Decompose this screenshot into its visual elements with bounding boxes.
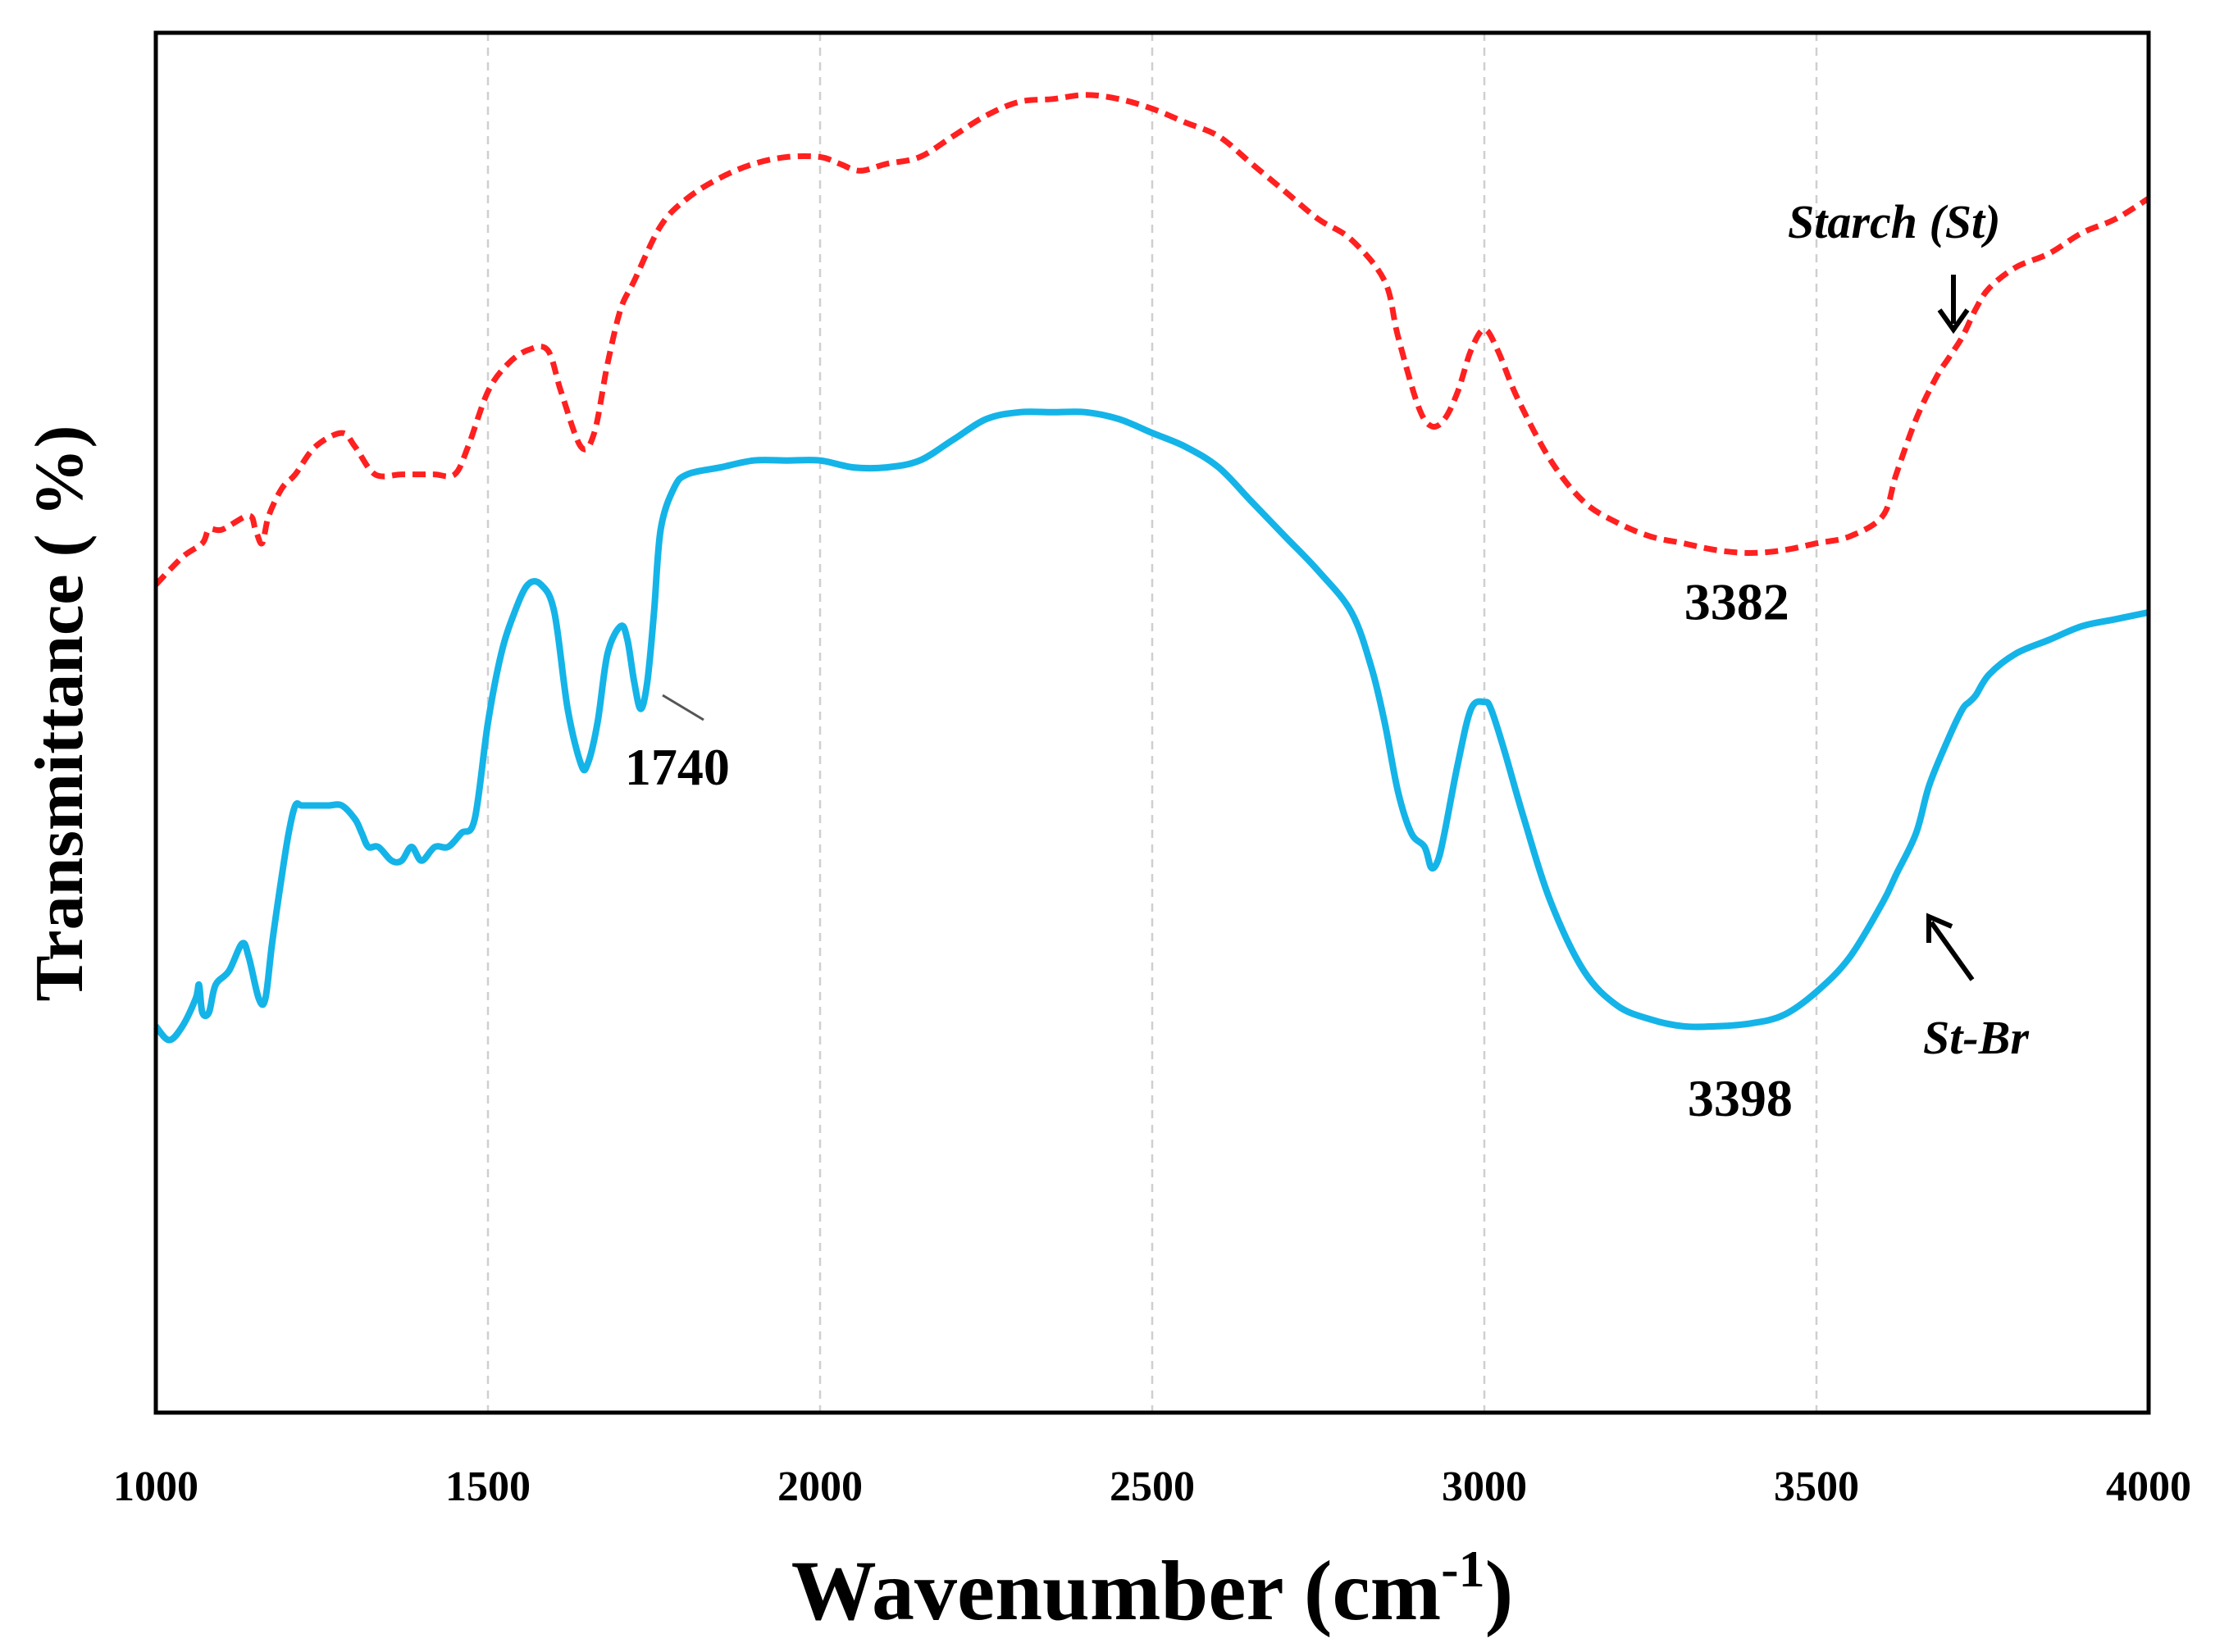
x-tick-label-4000: 4000 — [2106, 1463, 2191, 1510]
peak-label-3382: 3382 — [1684, 572, 1789, 630]
arrow-down-icon — [1937, 275, 1970, 334]
legend-label-stbr: St-Br — [1923, 1011, 2029, 1064]
x-tick-label-3000: 3000 — [1442, 1463, 1527, 1510]
y-axis-title: Transmittance ( %) — [21, 426, 98, 1002]
x-tick-label-2000: 2000 — [777, 1463, 863, 1510]
x-tick-label-1000: 1000 — [113, 1463, 198, 1510]
annotations-group: 3382 1740 3398 Starch (St) St-Br — [625, 195, 2030, 1127]
leader-line-1740 — [662, 694, 704, 721]
arrow-up-left-icon — [1926, 912, 1975, 981]
series-line-starch — [153, 92, 2150, 587]
grid-lines — [486, 33, 1818, 1413]
x-tick-labels: 1000 1500 2000 2500 3000 3500 4000 — [113, 1463, 2191, 1510]
peak-label-1740: 1740 — [625, 738, 730, 796]
series-line-st-br — [153, 408, 2149, 1044]
series-group — [153, 92, 2150, 1044]
x-tick-label-2500: 2500 — [1110, 1463, 1195, 1510]
plot-frame — [153, 30, 2151, 1415]
legend-label-starch: Starch (St) — [1788, 195, 2000, 248]
x-tick-label-3500: 3500 — [1774, 1463, 1859, 1510]
peak-label-3398: 3398 — [1688, 1069, 1793, 1127]
x-axis-title: Wavenumber (cm-1) — [791, 1540, 1513, 1638]
x-tick-label-1500: 1500 — [445, 1463, 531, 1510]
